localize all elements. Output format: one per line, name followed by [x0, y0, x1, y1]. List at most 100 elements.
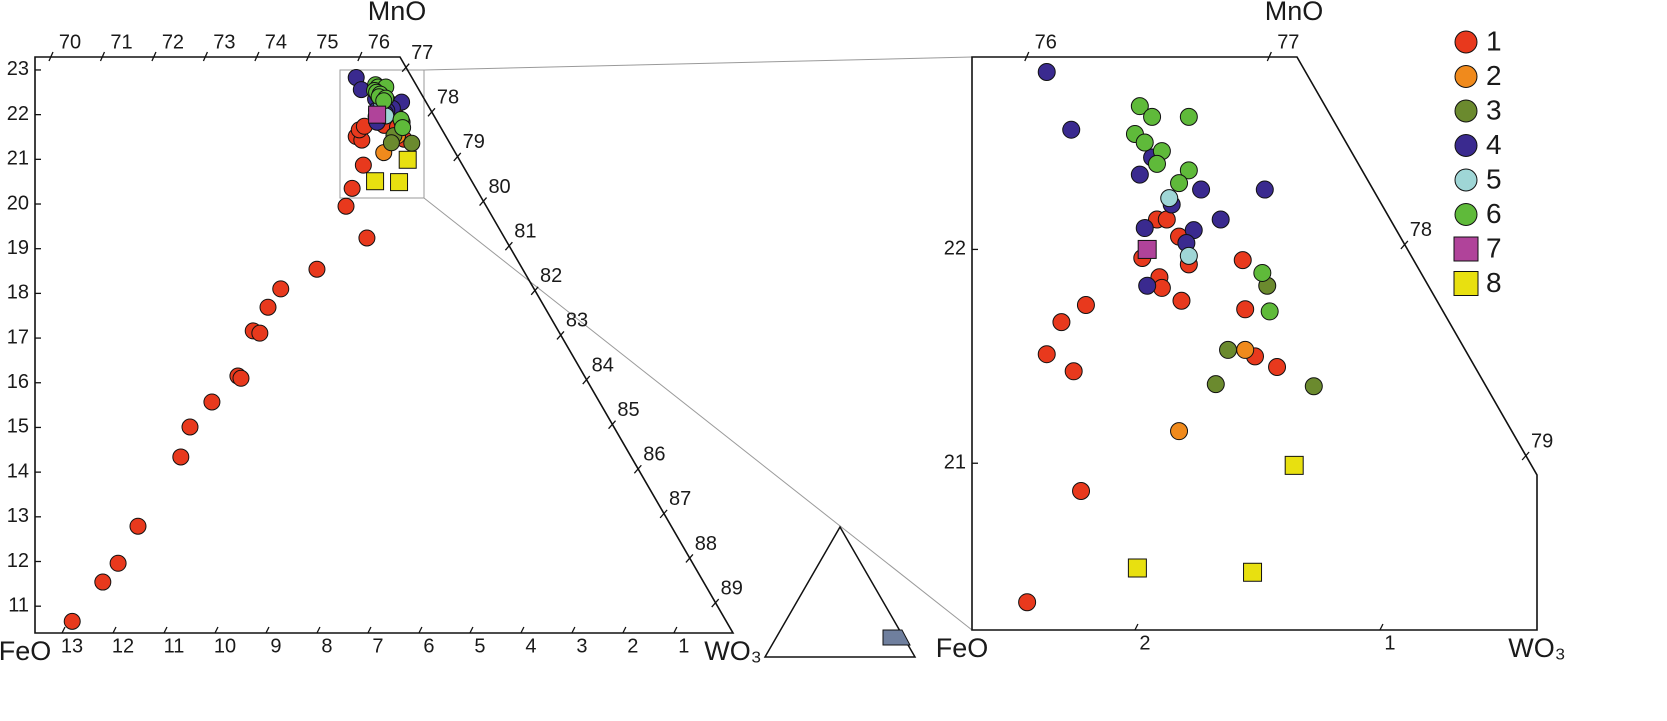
x-tick-label: 11	[164, 635, 185, 657]
x-tick-label: 13	[61, 635, 83, 657]
top-tick-label: 75	[316, 31, 338, 53]
diagonal-tick	[582, 375, 591, 385]
diagonal-tick-label: 82	[540, 265, 562, 287]
point	[181, 418, 199, 436]
y-tick-label: 16	[7, 371, 29, 393]
point	[1037, 345, 1056, 364]
point	[394, 119, 412, 137]
point	[358, 229, 376, 247]
x-tick	[418, 626, 423, 634]
top-tick-label: 70	[59, 31, 81, 53]
point	[1170, 422, 1189, 441]
diagonal-tick-label: 81	[514, 220, 536, 242]
x-tick	[163, 626, 168, 634]
point	[1143, 107, 1162, 126]
x-tick-label: 1	[678, 635, 689, 657]
point	[366, 172, 385, 191]
diagonal-tick-label: 80	[488, 176, 510, 198]
point	[203, 393, 221, 411]
x-tick	[367, 626, 372, 634]
point	[403, 134, 421, 152]
top-tick	[254, 51, 260, 62]
diagonal-tick-label: 89	[721, 577, 743, 599]
x-tick-label: 10	[214, 635, 236, 657]
legend-label: 5	[1486, 163, 1502, 194]
point	[1072, 482, 1091, 501]
diagonal-tick-label: 87	[669, 488, 691, 510]
point	[1206, 375, 1225, 394]
x-tick	[265, 626, 270, 634]
point	[390, 173, 409, 192]
point	[1064, 362, 1083, 381]
point	[172, 448, 190, 466]
top-tick-label: 71	[110, 31, 132, 53]
y-tick-label: 21	[944, 452, 966, 474]
point	[94, 573, 112, 591]
plot-frame	[971, 56, 1538, 631]
legend-marker	[1453, 236, 1479, 262]
corner-label: MnO	[1265, 0, 1324, 26]
point	[259, 298, 277, 316]
top-tick-label: 72	[162, 31, 184, 53]
point	[1135, 219, 1154, 238]
top-tick	[202, 51, 209, 62]
diagonal-tick	[556, 330, 565, 340]
x-tick	[1134, 623, 1139, 631]
x-tick-label: 5	[474, 635, 485, 657]
corner-label: WO₃	[704, 636, 761, 666]
diagonal-tick	[711, 598, 720, 608]
point	[232, 369, 250, 387]
point	[1236, 300, 1255, 319]
point	[1157, 210, 1176, 229]
point	[1152, 278, 1171, 297]
point	[1219, 340, 1238, 359]
x-tick	[316, 626, 321, 634]
x-tick-label: 2	[1139, 632, 1150, 654]
legend-marker	[1454, 134, 1478, 157]
x-tick-label: 4	[525, 635, 536, 657]
overview-triangle	[763, 525, 917, 658]
legend-marker	[1454, 30, 1478, 54]
top-tick-label: 74	[265, 31, 287, 53]
point	[1037, 62, 1056, 81]
point	[1127, 558, 1147, 578]
corner-label: MnO	[368, 0, 427, 26]
x-tick	[61, 626, 66, 634]
plot-frame	[34, 56, 735, 634]
point	[1062, 120, 1081, 139]
y-tick-label: 20	[7, 192, 29, 214]
diagonal-tick-label: 83	[566, 310, 588, 332]
diagonal-tick	[1521, 451, 1530, 461]
diagonal-tick	[608, 420, 617, 430]
corner-label: FeO	[0, 636, 51, 666]
legend-label: 2	[1486, 60, 1502, 91]
x-tick-label: 6	[423, 635, 434, 657]
point	[1253, 263, 1272, 282]
y-tick-label: 15	[7, 416, 29, 438]
point	[1260, 302, 1279, 321]
y-tick-label: 18	[7, 282, 29, 304]
x-tick	[520, 626, 525, 634]
point	[1179, 161, 1198, 180]
zoom-connector	[423, 197, 973, 631]
diagonal-tick-label: 77	[411, 42, 433, 64]
point	[1160, 189, 1179, 208]
top-tick-label: 73	[213, 31, 235, 53]
overview-region	[882, 629, 911, 646]
point	[1268, 358, 1287, 377]
diagonal-tick	[659, 509, 668, 519]
legend-marker	[1454, 99, 1478, 123]
diagonal-tick-label: 79	[463, 131, 485, 153]
x-tick	[1379, 623, 1384, 631]
corner-label: WO₃	[1508, 633, 1565, 663]
point	[1172, 291, 1191, 310]
point	[1170, 174, 1189, 193]
y-tick-label: 12	[7, 550, 29, 572]
legend-label: 7	[1486, 232, 1502, 263]
point	[354, 156, 372, 174]
top-tick	[1266, 51, 1272, 62]
point	[1284, 455, 1304, 475]
x-tick	[469, 626, 474, 634]
point	[1137, 239, 1157, 259]
point	[398, 150, 417, 169]
